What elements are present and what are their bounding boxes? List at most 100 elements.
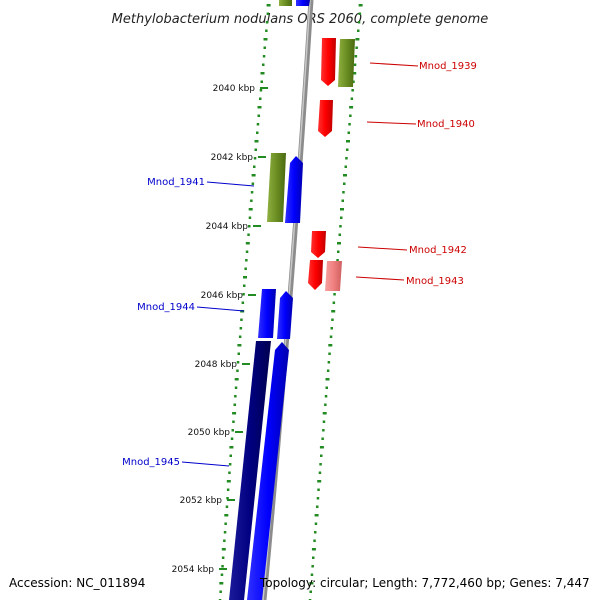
inner-track-dot — [250, 199, 253, 202]
inner-track-dot — [253, 165, 256, 168]
gene-label-mnod-1939[interactable]: Mnod_1939 — [419, 61, 477, 72]
outer-track-dot — [322, 412, 327, 415]
inner-track-dot — [228, 463, 232, 466]
outer-track-dot — [332, 301, 336, 304]
outer-track-dot — [349, 114, 352, 117]
outer-track-dot — [319, 463, 322, 466]
inner-track-dot — [236, 369, 239, 372]
outer-track-dot — [317, 480, 322, 483]
inner-track-dot — [234, 378, 239, 381]
outer-track-dot — [338, 233, 341, 236]
outer-track-dot — [321, 437, 324, 440]
gene-label-mnod-1945[interactable]: Mnod_1945 — [122, 457, 180, 468]
outer-track-dot — [343, 182, 346, 185]
gene-rna-olive-1 — [338, 39, 355, 87]
inner-track-dot — [237, 352, 240, 355]
gene-mnod-1944 — [258, 289, 276, 338]
outer-track-dot — [331, 318, 334, 321]
inner-track-dot — [265, 29, 268, 32]
inner-track-dot — [256, 131, 259, 134]
leader-line — [206, 181, 255, 187]
gene-label-mnod-1941[interactable]: Mnod_1941 — [147, 177, 205, 188]
inner-track-dot — [260, 72, 265, 75]
outer-track-dot — [320, 454, 323, 457]
outer-track-dot — [342, 191, 345, 194]
inner-track-dot — [221, 565, 224, 568]
outer-track-dot — [339, 225, 342, 228]
outer-track-dot — [313, 539, 316, 542]
outer-track-dot — [317, 488, 320, 491]
outer-track-dot — [344, 165, 347, 168]
gene-mnod-1943a — [308, 260, 323, 290]
tick-layer: 2040 kbp 2042 kbp 2044 kbp 2046 kbp 2048… — [172, 84, 268, 575]
outer-track-dot — [349, 106, 354, 109]
gene-mnod-1940 — [318, 100, 333, 137]
gene-mnod-1941 — [285, 156, 303, 223]
inner-track-dot — [248, 225, 251, 228]
tick-label: 2050 kbp — [188, 428, 231, 438]
inner-track-dot — [257, 106, 262, 109]
inner-track-dot — [254, 140, 259, 143]
outer-track-dot — [340, 208, 344, 211]
leader-line — [181, 461, 230, 467]
inner-track-dot — [238, 335, 242, 338]
outer-track-dot — [357, 29, 360, 32]
outer-track-dot — [310, 573, 314, 576]
gene-mnod-1939 — [321, 38, 336, 86]
tick-label: 2044 kbp — [206, 222, 249, 232]
tick-label: 2052 kbp — [180, 496, 223, 506]
inner-track-dot — [259, 89, 263, 92]
gene-partial-blue — [296, 0, 310, 6]
outer-track-dot — [328, 352, 331, 355]
outer-track-dot — [347, 131, 350, 134]
inner-track-dot — [263, 38, 268, 41]
outer-track-dot — [352, 80, 355, 83]
outer-dotted-track — [308, 4, 363, 600]
gene-rna-olive-2 — [267, 153, 286, 222]
outer-track-dot — [312, 556, 315, 559]
gene-label-mnod-1943[interactable]: Mnod_1943 — [406, 276, 464, 287]
inner-track-dot — [248, 208, 253, 211]
outer-track-dot — [358, 4, 363, 7]
outer-track-dot — [350, 97, 354, 100]
inner-track-dot — [263, 46, 266, 49]
inner-track-dot — [241, 301, 245, 304]
inner-track-dot — [245, 242, 250, 245]
gene-mnod-1943 — [325, 261, 342, 291]
inner-track-dot — [259, 97, 262, 100]
inner-track-dot — [224, 522, 227, 525]
outer-track-dot — [327, 361, 331, 364]
outer-track-dot — [319, 446, 324, 449]
outer-track-dot — [341, 199, 344, 202]
outer-track-dot — [337, 242, 341, 245]
inner-track-dot — [256, 123, 260, 126]
gene-label-mnod-1944[interactable]: Mnod_1944 — [137, 302, 195, 313]
gene-mnod-1944b — [277, 291, 293, 339]
outer-track-dot — [358, 12, 362, 15]
inner-track-dot — [230, 437, 234, 440]
inner-dotted-track — [218, 4, 271, 600]
inner-track-dot — [245, 250, 249, 253]
inner-track-dot — [239, 327, 243, 330]
inner-track-dot — [224, 514, 229, 517]
outer-track-dot — [314, 522, 318, 525]
inner-track-dot — [219, 582, 224, 585]
inner-track-dot — [250, 191, 254, 194]
tick-label: 2040 kbp — [213, 84, 256, 94]
outer-track-dot — [324, 395, 328, 398]
outer-track-dot — [316, 497, 320, 500]
outer-track-dot — [314, 531, 317, 534]
inner-track-dot — [234, 386, 238, 389]
gene-label-mnod-1940[interactable]: Mnod_1940 — [417, 119, 475, 130]
outer-track-dot — [336, 259, 339, 262]
gene-label-mnod-1942[interactable]: Mnod_1942 — [409, 245, 467, 256]
outer-track-dot — [348, 123, 351, 126]
outer-track-dot — [311, 548, 316, 551]
inner-track-dot — [229, 454, 232, 457]
gene-mnod-1945 — [247, 342, 289, 600]
leader-line — [357, 246, 408, 251]
outer-track-dot — [325, 378, 330, 381]
inner-track-dot — [253, 157, 257, 160]
tick-label: 2042 kbp — [211, 153, 254, 163]
